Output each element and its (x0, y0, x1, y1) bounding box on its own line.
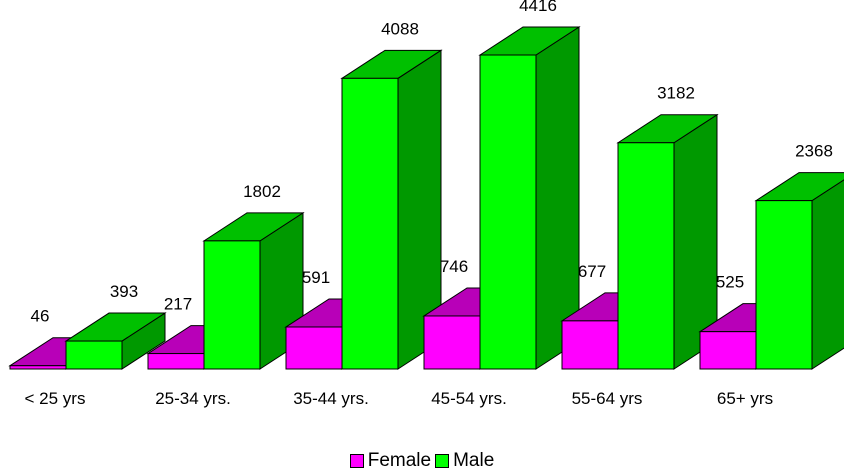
value-labels-group: 46 393 217 1802 591 4088 746 4416 677 3182 525 2368 (31, 0, 833, 326)
value-label-male-4: 3182 (657, 84, 695, 103)
bar-male-0-front (65, 340, 123, 370)
legend-swatch-female (349, 454, 364, 468)
bar-male-2 (340, 49, 443, 370)
bar-male-5 (754, 172, 844, 370)
legend-swatch-male (435, 454, 450, 468)
bar-female-0-front (9, 365, 67, 370)
category-labels-group: < 25 yrs 25-34 yrs. 35-44 yrs. 45-54 yrs. 55… (25, 389, 774, 408)
legend-item-female: Female (349, 450, 432, 472)
value-label-female-5: 525 (716, 273, 744, 292)
bar-female-2-front (285, 326, 343, 370)
value-label-male-2: 4088 (381, 19, 419, 38)
category-label-4: 55-64 yrs (572, 389, 643, 408)
bar-male-5-front (755, 200, 813, 370)
value-label-male-0: 393 (110, 282, 138, 301)
bar-male-2-front (341, 77, 399, 370)
value-label-male-5: 2368 (795, 142, 833, 161)
bar-male-5-side (811, 179, 844, 370)
value-label-female-4: 677 (578, 262, 606, 281)
legend-label-female: Female (367, 450, 432, 471)
value-label-female-1: 217 (164, 295, 192, 314)
bar-female-1-front (147, 353, 205, 370)
bar-female-4-front (561, 320, 619, 370)
legend-item-male: Male (435, 450, 494, 472)
bar-male-4-front (617, 142, 675, 370)
value-label-female-0: 46 (31, 307, 50, 326)
legend-label-male: Male (453, 450, 495, 471)
category-label-5: 65+ yrs (717, 389, 773, 408)
bar-male-1-front (203, 240, 261, 370)
category-label-2: 35-44 yrs. (293, 389, 369, 408)
bar-female-3-front (423, 315, 481, 370)
bars-group (8, 26, 844, 370)
value-label-male-3: 4416 (519, 0, 557, 15)
value-label-female-3: 746 (440, 257, 468, 276)
legend: Female Male (0, 450, 844, 472)
bar-male-3-front (479, 54, 537, 370)
value-label-male-1: 1802 (243, 182, 281, 201)
category-label-3: 45-54 yrs. (431, 389, 507, 408)
category-label-0: < 25 yrs (25, 389, 86, 408)
bar-male-4 (616, 113, 719, 370)
bar-male-0 (64, 312, 167, 370)
value-label-female-2: 591 (302, 268, 330, 287)
category-label-1: 25-34 yrs. (155, 389, 231, 408)
bar-female-5-front (699, 331, 757, 370)
bar-chart: 46 393 217 1802 591 4088 746 4416 677 3182 525 2368… (8, 0, 844, 408)
bar-male-3 (478, 26, 581, 370)
